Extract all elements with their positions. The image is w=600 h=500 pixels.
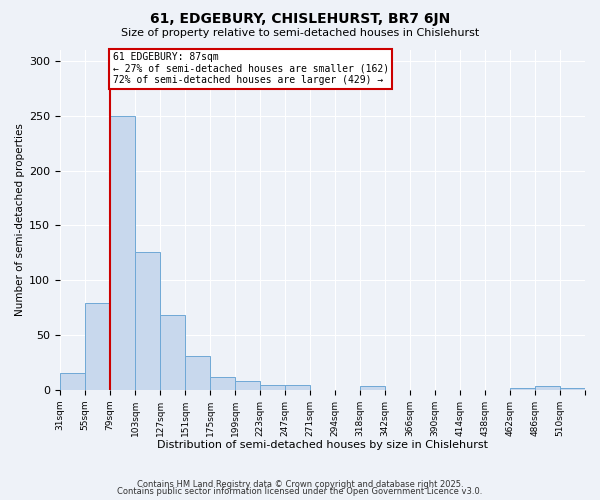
Bar bbox=[160, 315, 185, 390]
Text: Size of property relative to semi-detached houses in Chislehurst: Size of property relative to semi-detach… bbox=[121, 28, 479, 38]
Bar bbox=[360, 386, 385, 390]
X-axis label: Distribution of semi-detached houses by size in Chislehurst: Distribution of semi-detached houses by … bbox=[157, 440, 488, 450]
Bar bbox=[560, 388, 585, 390]
Bar bbox=[235, 381, 260, 390]
Bar bbox=[110, 116, 135, 390]
Text: 61 EDGEBURY: 87sqm
← 27% of semi-detached houses are smaller (162)
72% of semi-d: 61 EDGEBURY: 87sqm ← 27% of semi-detache… bbox=[113, 52, 389, 86]
Bar bbox=[210, 376, 235, 390]
Text: Contains HM Land Registry data © Crown copyright and database right 2025.: Contains HM Land Registry data © Crown c… bbox=[137, 480, 463, 489]
Bar bbox=[285, 386, 310, 390]
Bar bbox=[85, 303, 110, 390]
Bar bbox=[60, 374, 85, 390]
Bar bbox=[510, 388, 535, 390]
Bar bbox=[185, 356, 210, 390]
Bar bbox=[260, 386, 285, 390]
Bar bbox=[535, 386, 560, 390]
Text: 61, EDGEBURY, CHISLEHURST, BR7 6JN: 61, EDGEBURY, CHISLEHURST, BR7 6JN bbox=[150, 12, 450, 26]
Bar bbox=[135, 252, 160, 390]
Text: Contains public sector information licensed under the Open Government Licence v3: Contains public sector information licen… bbox=[118, 487, 482, 496]
Y-axis label: Number of semi-detached properties: Number of semi-detached properties bbox=[15, 124, 25, 316]
